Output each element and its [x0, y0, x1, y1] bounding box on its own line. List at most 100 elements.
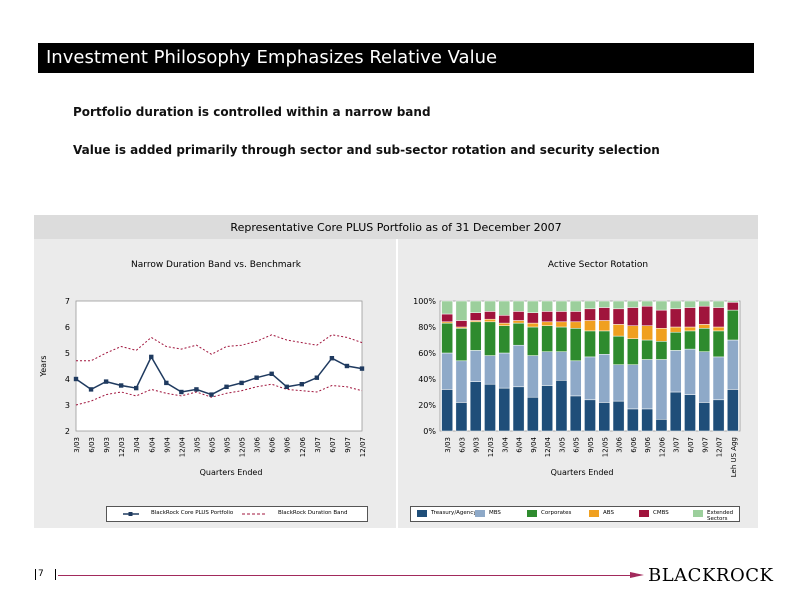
bar-segment — [698, 324, 711, 329]
legend-label: CMBS — [653, 510, 669, 516]
bar-segment — [527, 312, 539, 324]
bar-segment — [612, 308, 625, 325]
y-tick-label: 3 — [65, 401, 70, 410]
y-axis-label: Years — [39, 355, 48, 377]
bar-segment — [527, 355, 539, 398]
bar-segment — [669, 331, 682, 351]
bar-segment — [684, 300, 696, 308]
bar-segment — [712, 356, 725, 401]
legend-band-label: BlackRock Duration Band — [278, 510, 348, 516]
portfolio-point — [103, 379, 109, 384]
sector-bar-chart: 0% 20% 40% 60% 80% 100% 3/03 6/03 9/03 12/03 3/04 6… — [413, 297, 741, 477]
x-tick-label: 12/06 — [299, 436, 307, 457]
bar-segment — [655, 419, 668, 432]
bar-segment — [498, 325, 511, 354]
portfolio-point — [314, 375, 320, 380]
legend-label: ABS — [603, 510, 614, 516]
bar-segment — [641, 300, 653, 307]
line-chart-title: Narrow Duration Band vs. Benchmark — [131, 260, 301, 270]
bar-segment — [712, 300, 725, 308]
x-tick-label: 12/07 — [359, 437, 367, 457]
bar-segment — [684, 330, 696, 350]
x-tick-label: 6/03 — [88, 437, 96, 453]
bar-segment — [555, 311, 568, 323]
bar-segment — [698, 351, 711, 403]
x-tick-label: 12/05 — [239, 437, 247, 457]
x-tick-label: 3/07 — [673, 437, 681, 453]
bar-segment — [555, 321, 568, 328]
bar-segment — [712, 307, 725, 328]
bar-segment — [469, 321, 482, 351]
line-plot-area — [75, 300, 363, 432]
bar-segment — [484, 321, 496, 356]
y-tick-label: 0% — [423, 427, 436, 436]
bar-segment — [727, 300, 739, 303]
bar-segment — [584, 300, 596, 310]
bar-segment — [627, 325, 639, 339]
bar-segment — [612, 400, 625, 432]
x-tick-label: 12/05 — [601, 437, 609, 457]
bar-segment — [512, 300, 525, 312]
bar-segment — [684, 326, 696, 332]
bar-segment — [469, 350, 482, 382]
bar-segment — [598, 402, 611, 432]
bar-segment — [584, 308, 596, 321]
x-tick-label: 9/03 — [473, 437, 481, 453]
portfolio-point — [224, 384, 229, 389]
bar-segment — [569, 395, 582, 432]
portfolio-point — [359, 366, 365, 371]
bar-segment — [541, 311, 553, 323]
bar-segment — [698, 305, 711, 325]
legend-swatch — [417, 510, 427, 517]
portfolio-point — [194, 387, 199, 392]
bar-segment — [727, 309, 739, 341]
portfolio-point — [73, 376, 79, 382]
bar-segment — [627, 307, 639, 326]
portfolio-point — [344, 363, 350, 369]
legend-label: Treasury/Agency — [431, 510, 477, 516]
portfolio-point — [284, 384, 289, 389]
title-bar: Investment Philosophy Emphasizes Relativ… — [38, 43, 754, 73]
y-tick-label: 4 — [65, 375, 70, 384]
x-axis-label: Quarters Ended — [551, 468, 614, 477]
x-tick-label: 6/04 — [516, 436, 524, 452]
bar-segment — [655, 341, 668, 360]
bar-segment — [441, 389, 453, 432]
bar-segment — [484, 300, 496, 312]
chart-panel: Representative Core PLUS Portfolio as of… — [34, 215, 758, 528]
portfolio-line — [75, 355, 363, 396]
legend-swatch — [527, 510, 537, 517]
footer-line — [58, 575, 634, 576]
bar-segment — [555, 326, 568, 352]
bar-segment — [655, 300, 668, 311]
bar-segment — [455, 360, 468, 403]
bar-segment — [612, 364, 625, 402]
bar-segment — [527, 326, 539, 356]
bar-segment — [669, 391, 682, 432]
bar-chart-title: Active Sector Rotation — [547, 260, 649, 270]
x-tick-label: 9/06 — [284, 436, 292, 452]
portfolio-point — [239, 380, 244, 386]
legend-label: Extended Sectors — [707, 510, 734, 522]
x-tick-label: 6/07 — [329, 437, 337, 453]
legend-label: Corporates — [541, 510, 572, 516]
bar-segment — [698, 328, 711, 352]
x-tick-label: Leh US Agg — [730, 437, 738, 477]
bar-segment — [569, 328, 582, 362]
bar-segment — [455, 300, 468, 321]
x-tick-label: 3/04 — [133, 436, 141, 452]
portfolio-point — [254, 375, 259, 380]
x-tick-label: 9/07 — [344, 437, 352, 453]
x-tick-label: 12/06 — [658, 436, 666, 457]
bar-segment — [484, 355, 496, 385]
bar-segment — [512, 322, 525, 346]
bar-segment — [512, 311, 525, 321]
x-tick-label: 12/03 — [487, 437, 495, 457]
bar-segment — [498, 300, 511, 316]
bar-segment — [598, 320, 611, 332]
portfolio-point — [179, 389, 184, 395]
bar-segment — [441, 300, 453, 315]
bar-segment — [441, 313, 453, 323]
bar-segment — [541, 385, 553, 432]
x-axis-label: Quarters Ended — [200, 468, 263, 477]
